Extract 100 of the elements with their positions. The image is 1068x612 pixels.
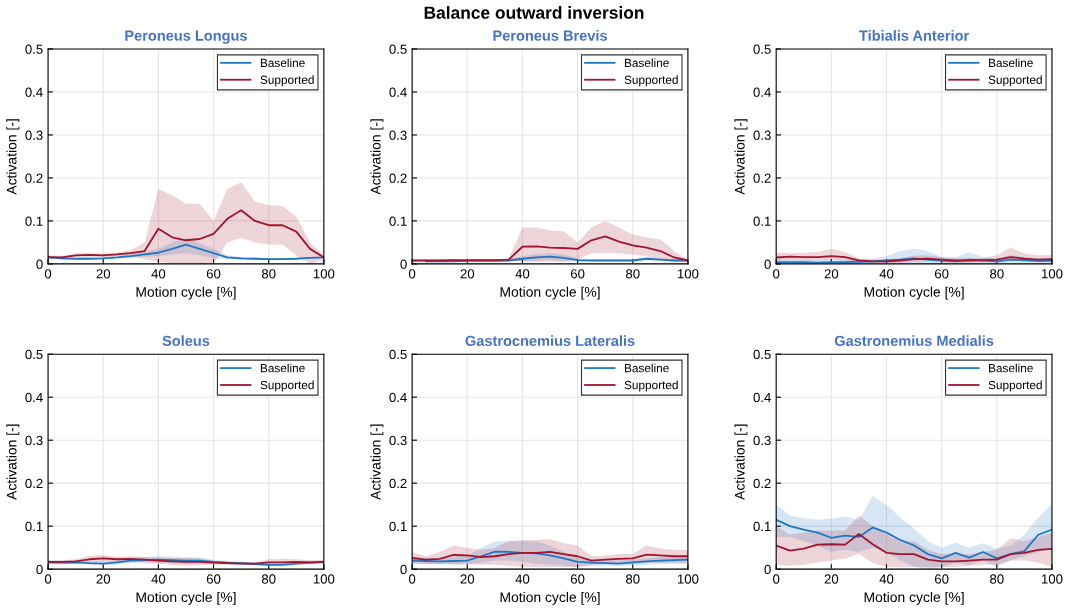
y-tick-label: 0.1: [389, 521, 407, 532]
x-tick-label: 20: [96, 574, 111, 584]
x-axis-title: Motion cycle [%]: [136, 591, 236, 605]
legend-label: Supported: [988, 75, 1042, 87]
x-tick-label: 100: [677, 574, 699, 584]
y-tick-label: 0: [764, 259, 771, 269]
y-axis-title: Activation [-]: [370, 119, 384, 195]
y-tick-label: 0.2: [25, 173, 43, 183]
text: Balance outward inversion: [424, 6, 644, 19]
x-tick-label: 0: [408, 269, 416, 279]
y-tick-label: 0: [400, 259, 407, 269]
chart-title: Peroneus Longus: [125, 30, 247, 44]
legend-label: Supported: [988, 380, 1042, 392]
y-tick-label: 0.4: [753, 392, 771, 403]
legend-label: Supported: [624, 380, 678, 392]
y-tick-label: 0.4: [25, 392, 43, 403]
y-tick-label: 0.4: [389, 392, 407, 403]
chart-title: Peroneus Brevis: [493, 30, 607, 41]
y-axis-title: Activation [-]: [6, 424, 20, 500]
x-tick-label: 80: [261, 574, 276, 584]
x-tick-label: 100: [1041, 574, 1063, 584]
x-tick-label: 80: [626, 269, 640, 279]
y-tick-label: 0.4: [25, 87, 43, 97]
y-tick-label: 0.2: [25, 478, 43, 489]
x-axis-title: Motion cycle [%]: [864, 591, 964, 605]
x-tick-label: 40: [151, 574, 166, 584]
y-tick-label: 0.4: [389, 87, 407, 97]
line-series: [776, 533, 1052, 563]
y-tick-label: 0.4: [753, 87, 771, 97]
x-tick-label: 60: [570, 269, 585, 279]
chart-title: Tibialis Anterior: [859, 30, 969, 41]
y-tick-label: 0.3: [753, 435, 771, 446]
x-tick-label: 0: [44, 574, 52, 584]
x-tick-label: 100: [1041, 269, 1063, 279]
y-tick-label: 0.5: [753, 44, 771, 54]
x-tick-label: 40: [879, 269, 894, 279]
x-axis-title: Motion cycle [%]: [500, 286, 600, 300]
y-tick-label: 0.1: [753, 521, 771, 532]
legend-label: Baseline: [624, 58, 669, 68]
y-tick-label: 0.3: [753, 130, 771, 140]
y-axis-title: Activation [-]: [6, 119, 20, 195]
legend-label: Supported: [260, 380, 314, 392]
y-tick-label: 0.2: [389, 478, 407, 489]
x-tick-label: 80: [990, 269, 1004, 279]
legend-label: Baseline: [624, 363, 669, 373]
x-axis-title: Motion cycle [%]: [864, 286, 964, 300]
x-tick-label: 60: [934, 269, 949, 279]
x-tick-label: 40: [515, 574, 530, 584]
x-axis-title: Motion cycle [%]: [500, 591, 600, 605]
y-axis-title: Activation [-]: [734, 424, 748, 500]
x-tick-label: 20: [824, 574, 839, 584]
x-tick-label: 0: [773, 269, 780, 279]
y-tick-label: 0.5: [753, 349, 771, 360]
y-tick-label: 0.2: [753, 173, 771, 183]
chart-title: Gastronemius Medialis: [834, 335, 994, 347]
y-tick-label: 0.1: [25, 216, 43, 226]
x-tick-label: 40: [515, 269, 530, 279]
y-tick-label: 0.3: [25, 435, 43, 446]
x-tick-label: 40: [151, 269, 166, 279]
x-tick-label: 0: [44, 269, 52, 279]
x-tick-label: 80: [626, 574, 640, 584]
x-axis-title: Motion cycle [%]: [136, 286, 236, 300]
legend-label: Baseline: [260, 363, 305, 373]
y-tick-label: 0.3: [389, 435, 407, 446]
x-tick-label: 60: [570, 574, 585, 584]
x-tick-label: 60: [934, 574, 949, 584]
x-tick-label: 60: [206, 269, 221, 279]
x-tick-label: 40: [879, 574, 894, 584]
y-tick-label: 0.3: [389, 130, 407, 140]
x-tick-label: 100: [313, 574, 335, 584]
chart-title: Gastrocnemius Lateralis: [465, 335, 635, 347]
y-tick-label: 0.3: [25, 130, 43, 140]
line-series: [776, 518, 1052, 560]
y-tick-label: 0: [400, 564, 407, 575]
y-tick-label: 0: [36, 564, 43, 575]
y-tick-label: 0.1: [389, 216, 407, 226]
legend-label: Supported: [624, 75, 678, 87]
x-tick-label: 100: [313, 269, 335, 279]
y-tick-label: 0.5: [25, 44, 43, 54]
y-tick-label: 0: [36, 259, 43, 269]
x-tick-label: 20: [460, 269, 475, 279]
x-tick-label: 100: [677, 269, 699, 279]
x-tick-label: 80: [261, 269, 276, 279]
x-tick-label: 20: [96, 269, 111, 279]
x-tick-label: 0: [773, 574, 780, 584]
y-tick-label: 0: [764, 564, 771, 575]
legend-label: Baseline: [989, 363, 1033, 373]
y-tick-label: 0.5: [389, 349, 407, 360]
legend-label: Baseline: [260, 58, 305, 68]
y-tick-label: 0.1: [25, 521, 43, 532]
chart-title: Soleus: [162, 335, 210, 347]
x-tick-label: 20: [460, 574, 475, 584]
x-tick-label: 20: [824, 269, 839, 279]
y-tick-label: 0.1: [753, 216, 771, 226]
y-axis-title: Activation [-]: [734, 119, 748, 195]
legend-label: Baseline: [989, 58, 1033, 68]
y-tick-label: 0.5: [25, 349, 43, 360]
x-tick-label: 60: [206, 574, 221, 584]
x-tick-label: 80: [990, 574, 1004, 584]
x-tick-label: 0: [408, 574, 416, 584]
